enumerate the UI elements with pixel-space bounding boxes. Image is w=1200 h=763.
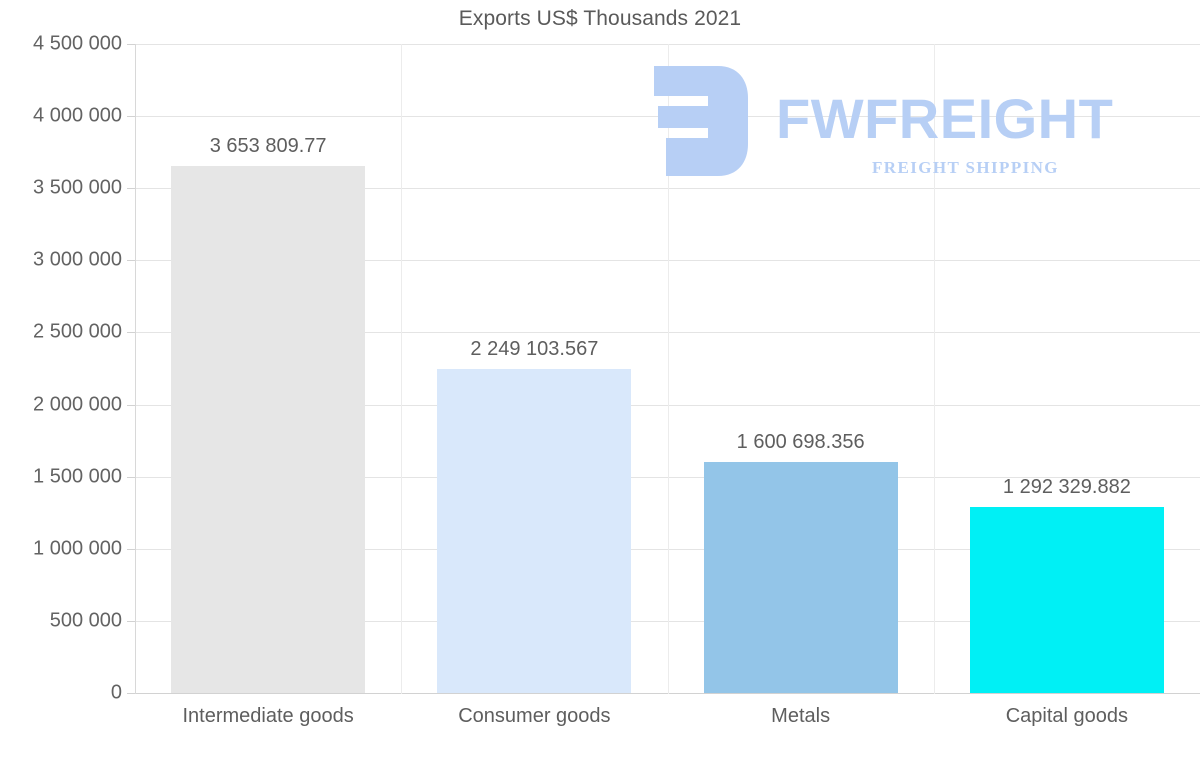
bar-value-label: 1 600 698.356 (736, 431, 865, 454)
bar-capital-goods[interactable] (969, 506, 1164, 693)
y-tick-label: 0 (110, 681, 122, 704)
chart-title: Exports US$ Thousands 2021 (458, 7, 742, 30)
x-axis-label: Intermediate goods (182, 705, 354, 727)
y-tick-mark (127, 693, 135, 694)
y-tick-label: 1 000 000 (33, 537, 122, 560)
plot-area (135, 44, 1200, 694)
gridline-vertical (667, 44, 669, 694)
y-tick-label: 500 000 (49, 609, 122, 632)
gridline-vertical (401, 44, 403, 694)
y-tick-label: 3 000 000 (33, 248, 122, 271)
y-tick-label: 4 500 000 (33, 32, 122, 55)
x-axis-label: Metals (771, 705, 831, 727)
y-tick-mark (127, 620, 135, 622)
y-axis-line (135, 44, 136, 694)
gridline-vertical (933, 44, 935, 694)
y-tick-label: 2 500 000 (33, 320, 122, 343)
y-tick-mark (127, 332, 135, 334)
x-axis-label: Capital goods (1005, 705, 1129, 727)
y-tick-mark (127, 188, 135, 190)
x-axis-label: Consumer goods (458, 705, 611, 727)
y-tick-label: 1 500 000 (33, 465, 122, 488)
bar-consumer-goods[interactable] (437, 368, 632, 693)
y-tick-mark (127, 260, 135, 262)
y-tick-label: 3 500 000 (33, 176, 122, 199)
y-tick-label: 2 000 000 (33, 393, 122, 416)
bar-value-label: 2 249 103.567 (470, 337, 599, 360)
bar-intermediate-goods[interactable] (171, 166, 366, 693)
y-tick-mark (127, 116, 135, 118)
y-tick-mark (127, 476, 135, 478)
y-tick-mark (127, 548, 135, 550)
bar-metals[interactable] (703, 462, 898, 693)
y-tick-mark (127, 44, 135, 45)
y-tick-mark (127, 404, 135, 406)
y-tick-label: 4 000 000 (33, 104, 122, 127)
bar-value-label: 3 653 809.77 (209, 135, 327, 158)
bar-value-label: 1 292 329.882 (1002, 475, 1131, 498)
